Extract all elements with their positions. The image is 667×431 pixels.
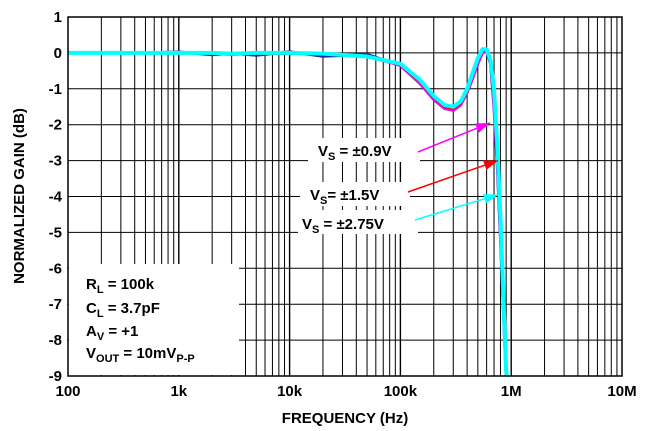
y-tick-label: -6 (49, 260, 62, 277)
condition-text: RL = 100k (86, 276, 155, 296)
series-label-background (308, 138, 420, 162)
x-tick-label: 10k (277, 383, 303, 400)
x-tick-label: 1k (170, 383, 187, 400)
condition-text: VOUT = 10mVP-P (86, 345, 195, 365)
series-label-background (298, 210, 418, 234)
x-tick-labels: 100 1k 10k 100k 1M 10M (55, 383, 636, 400)
x-tick-label: 10M (607, 383, 636, 400)
conditions-box-background (69, 264, 239, 375)
series-label-background (300, 182, 410, 206)
curves (68, 47, 509, 376)
y-tick-label: -9 (49, 368, 62, 385)
y-tick-label: -1 (49, 81, 62, 98)
series-label: VS= ±1.5V (310, 187, 379, 207)
y-axis-title: NORMALIZED GAIN (dB) (11, 108, 28, 284)
y-tick-label: -5 (49, 224, 62, 241)
y-tick-labels: 1 0 -1 -2 -3 -4 -5 -6 -7 -8 -9 (49, 9, 63, 385)
series-label: VS = ±0.9V (318, 143, 392, 163)
y-tick-label: -8 (49, 332, 62, 349)
plot-frame (67, 16, 623, 377)
condition-text: AV = +1 (86, 323, 138, 343)
y-tick-label: -7 (49, 296, 62, 313)
series-label-arrow-head (483, 194, 498, 204)
series-label-arrow-line (407, 159, 499, 193)
condition-text: CL = 3.7pF (86, 300, 160, 320)
series-label-arrow-line (414, 193, 499, 221)
x-tick-label: 1M (501, 383, 522, 400)
series-label: VS = ±2.75V (302, 216, 384, 236)
y-tick-label: 0 (54, 45, 62, 62)
y-tick-label: -4 (49, 189, 63, 206)
y-tick-label: 1 (54, 9, 62, 26)
series-label-arrow-head (475, 122, 490, 133)
x-axis-title: FREQUENCY (Hz) (282, 410, 408, 427)
curve-series-3 (68, 47, 509, 376)
series-label-arrow-head (483, 160, 498, 170)
x-tick-label: 100 (55, 383, 80, 400)
series-labels: VS = ±0.9V VS= ±1.5V VS = ±2.75V (298, 122, 499, 236)
y-tick-label: -3 (49, 153, 62, 170)
y-tick-label: -2 (49, 117, 62, 134)
x-tick-label: 100k (384, 383, 418, 400)
